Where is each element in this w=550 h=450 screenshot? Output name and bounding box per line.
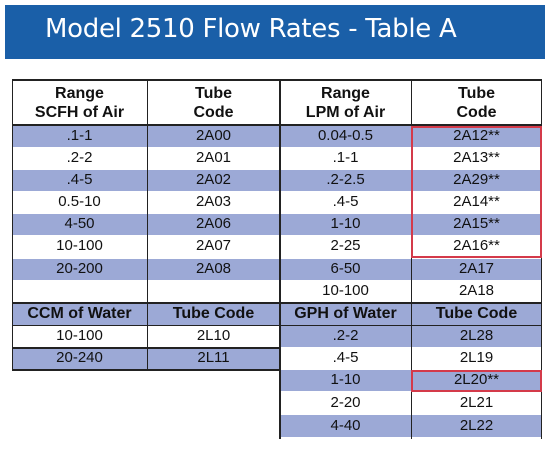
ccm-range: 10-100 bbox=[56, 327, 103, 345]
tube-code bbox=[147, 370, 280, 391]
header-gph-water: GPH of Water bbox=[294, 305, 397, 323]
ccm-range: 20-240 bbox=[12, 348, 147, 369]
lpm-range: 0.04-0.5 bbox=[317, 127, 374, 145]
lpm-range: 1-10 bbox=[330, 215, 361, 233]
table-row: 10-100 2A07 2-25 2A16** bbox=[12, 236, 542, 257]
table-row: 10-100 2L10 .2-2 2L28 bbox=[12, 326, 542, 347]
tube-code: 2A07 bbox=[195, 237, 232, 255]
tube-code bbox=[147, 281, 280, 302]
lpm-range: 6-50 bbox=[330, 260, 361, 278]
scfh-range: .2-2 bbox=[66, 149, 93, 167]
ccm-section-divider bbox=[12, 347, 280, 349]
air-header-row: Range SCFH of Air Tube Code Range LPM of Ai… bbox=[12, 81, 542, 125]
header-range-scfh: Range SCFH of Air bbox=[34, 85, 125, 121]
gph-range: 1-10 bbox=[280, 370, 411, 391]
lpm-range: .4-5 bbox=[332, 193, 359, 211]
tube-code: 2L19 bbox=[459, 349, 494, 367]
ccm-range bbox=[12, 370, 147, 391]
water-header-divider bbox=[12, 325, 542, 326]
highlight-box bbox=[411, 126, 542, 258]
tube-code: 2L21 bbox=[459, 394, 494, 412]
tube-code: 2A13** bbox=[453, 149, 500, 167]
tube-code: 2A03 bbox=[195, 193, 232, 211]
tube-code: 2L20** bbox=[411, 370, 542, 391]
table-row: .1-1 2A00 0.04-0.5 2A12** bbox=[12, 126, 542, 147]
header-range-lpm: Range LPM of Air bbox=[305, 85, 386, 121]
title-banner: Model 2510 Flow Rates - Table A bbox=[5, 5, 545, 59]
ccm-range bbox=[12, 393, 147, 414]
scfh-range: 0.5-10 bbox=[58, 193, 101, 211]
water-header-row: CCM of Water Tube Code GPH of Water Tube… bbox=[12, 303, 542, 325]
table-right-border bbox=[541, 79, 542, 439]
tube-code: 2A18 bbox=[458, 282, 495, 300]
header-divider bbox=[12, 124, 542, 126]
table-row: 4-50 2A06 1-10 2A15** bbox=[12, 214, 542, 235]
table-top-border bbox=[12, 79, 542, 81]
column-divider bbox=[147, 79, 148, 370]
table-row: 0.5-10 2A03 .4-5 2A14** bbox=[12, 192, 542, 213]
gph-range: 4-40 bbox=[280, 415, 411, 437]
scfh-range: 10-100 bbox=[56, 237, 103, 255]
header-tube-code-4: Tube Code bbox=[435, 305, 518, 323]
header-tube-code-2: Tube Code bbox=[456, 85, 497, 121]
center-divider bbox=[279, 79, 281, 439]
scfh-range: .1-1 bbox=[66, 127, 93, 145]
tube-code: 2A02 bbox=[195, 171, 232, 189]
header-tube-code-1: Tube Code bbox=[193, 85, 234, 121]
tube-code: 2A06 bbox=[195, 215, 232, 233]
tube-code: 2A08 bbox=[195, 260, 232, 278]
tube-code bbox=[147, 415, 280, 437]
tube-code: 2A29** bbox=[453, 171, 500, 189]
lpm-range: .2-2.5 bbox=[326, 171, 365, 189]
tube-code: 2A16** bbox=[453, 237, 500, 255]
header-ccm-water: CCM of Water bbox=[27, 305, 132, 323]
highlight-box bbox=[411, 370, 542, 392]
table-left-border bbox=[12, 79, 13, 370]
water-section-divider bbox=[12, 302, 542, 304]
tube-code: 2A14** bbox=[453, 193, 500, 211]
tube-code: 2A17 bbox=[458, 260, 495, 278]
table-row: 20-240 2L11 .4-5 2L19 bbox=[12, 348, 542, 369]
gph-range: 2-20 bbox=[330, 394, 361, 412]
scfh-range: .4-5 bbox=[66, 171, 93, 189]
table-row: 2-20 2L21 bbox=[12, 393, 542, 414]
tube-code: 2L28 bbox=[411, 326, 542, 347]
table-row: 10-100 2A18 bbox=[12, 281, 542, 302]
scfh-range bbox=[12, 281, 147, 302]
tube-code: 2L22 bbox=[411, 415, 542, 437]
tube-code: 2A01 bbox=[195, 149, 232, 167]
lpm-range: .1-1 bbox=[332, 149, 359, 167]
column-divider bbox=[411, 79, 412, 439]
header-tube-code-3: Tube Code bbox=[172, 305, 255, 323]
ccm-range bbox=[12, 415, 147, 437]
tube-code bbox=[147, 393, 280, 414]
tube-code: 2A00 bbox=[195, 127, 232, 145]
scfh-range: 20-200 bbox=[56, 260, 103, 278]
gph-range: .4-5 bbox=[332, 349, 359, 367]
table-row: 20-200 2A08 6-50 2A17 bbox=[12, 259, 542, 280]
ccm-section-bottom bbox=[12, 369, 280, 371]
lpm-range: 2-25 bbox=[330, 237, 361, 255]
tube-code: 2A15** bbox=[453, 215, 500, 233]
gph-range: .2-2 bbox=[280, 326, 411, 347]
table-row: .4-5 2A02 .2-2.5 2A29** bbox=[12, 170, 542, 191]
lpm-range: 10-100 bbox=[322, 282, 369, 300]
page-title: Model 2510 Flow Rates - Table A bbox=[45, 14, 457, 44]
tube-code: 2A12** bbox=[453, 127, 500, 145]
scfh-range: 4-50 bbox=[64, 215, 95, 233]
tube-code: 2L11 bbox=[147, 348, 280, 369]
tube-code: 2L10 bbox=[196, 327, 231, 345]
table-row: .2-2 2A01 .1-1 2A13** bbox=[12, 148, 542, 169]
table-row: 4-40 2L22 bbox=[12, 415, 542, 437]
table-row: 1-10 2L20** bbox=[12, 370, 542, 391]
